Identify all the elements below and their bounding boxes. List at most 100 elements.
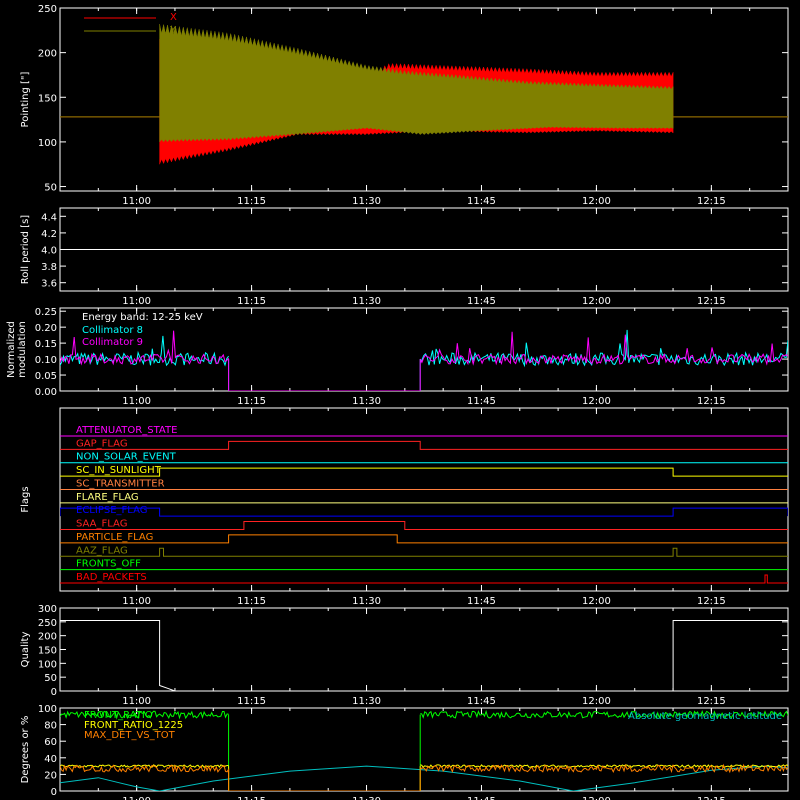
flag-label: PARTICLE_FLAG	[76, 532, 153, 543]
x-tick-label: 11:45	[467, 196, 496, 207]
x-tick-label: 12:15	[697, 796, 726, 800]
y-tick-label: 40	[44, 754, 57, 765]
legend-label: FRONT_RATIO	[84, 710, 153, 721]
y-tick-label: 4.0	[41, 246, 57, 257]
panel-4: 11:00 11:15 11:30 11:45 12:00 12:15 Flags ATTEN…	[20, 407, 789, 607]
latitude-curve	[60, 765, 788, 791]
flag-line	[60, 440, 788, 450]
y-axis-label: Normalized	[6, 321, 17, 378]
flag-line	[60, 547, 788, 557]
x-tick-label: 12:15	[697, 696, 726, 707]
x-tick-label: 11:00	[122, 596, 151, 607]
legend-label: MAX_DET_VS_TOT	[84, 730, 176, 741]
x-tick-label: 12:15	[697, 296, 726, 307]
flag-label: NON_SOLAR_EVENT	[76, 452, 177, 463]
modulation-series-8	[60, 329, 788, 391]
y-tick-label: 300	[38, 604, 57, 615]
y-tick-label: 250	[38, 618, 57, 629]
flag-label: SC_IN_SUNLIGHT	[76, 465, 162, 476]
y-tick-label: 100	[38, 659, 57, 670]
plot-area	[60, 329, 788, 391]
plot-area	[60, 709, 788, 791]
flag-line	[60, 507, 788, 517]
x-tick-label: 11:30	[352, 196, 381, 207]
x-tick-label: 11:00	[122, 396, 151, 407]
legend-label: FRONT_RATIO_1225	[84, 720, 183, 731]
flag-label: FRONTS_OFF	[76, 559, 141, 570]
y-tick-label: 0.20	[35, 323, 57, 334]
legend-label: Y	[169, 25, 177, 36]
y-tick-label: 50	[44, 183, 57, 194]
legend-label: Collimator 9	[82, 337, 143, 348]
flag-line	[60, 467, 788, 477]
x-tick-label: 11:15	[237, 396, 266, 407]
pointing-envelope-Y	[159, 24, 674, 143]
y-axis-label: Roll period [s]	[20, 215, 31, 284]
x-tick-label: 11:00	[122, 296, 151, 307]
y-tick-label: 80	[44, 721, 57, 732]
plot-area	[60, 435, 788, 584]
y-axis-label: modulation	[17, 321, 28, 378]
ratio-series	[60, 709, 788, 791]
x-tick-label: 12:15	[697, 196, 726, 207]
panel-2: 11:00 11:15 11:30 11:45 12:00 12:15 3.6 3.8 4.0 4…	[20, 207, 789, 307]
x-tick-label: 11:30	[352, 396, 381, 407]
flag-line	[60, 574, 788, 584]
flag-label: BAD_PACKETS	[76, 572, 147, 583]
legend-title: Energy band: 12-25 keV	[82, 312, 203, 323]
x-tick-label: 11:30	[352, 596, 381, 607]
y-tick-label: 0.25	[35, 307, 57, 318]
flag-line	[60, 534, 788, 544]
y-tick-label: 0.15	[35, 339, 57, 350]
plot-frame	[59, 707, 789, 792]
plot-area	[60, 620, 788, 691]
x-tick-label: 12:00	[582, 296, 611, 307]
x-tick-label: 11:45	[467, 596, 496, 607]
y-tick-label: 4.2	[41, 229, 57, 240]
x-tick-label: 11:30	[352, 696, 381, 707]
x-tick-label: 11:00	[122, 196, 151, 207]
flag-label: ATTENUATOR_STATE	[76, 425, 177, 436]
y-axis-label: Flags	[20, 486, 31, 512]
y-tick-label: 20	[44, 770, 57, 781]
y-tick-label: 0.10	[35, 355, 57, 366]
x-tick-label: 11:00	[122, 696, 151, 707]
y-tick-label: 0	[51, 687, 57, 698]
flag-label: AAZ_FLAG	[76, 545, 128, 556]
x-tick-label: 11:30	[352, 296, 381, 307]
x-tick-label: 12:15	[697, 396, 726, 407]
x-tick-label: 11:45	[467, 296, 496, 307]
plot-frame	[59, 307, 789, 392]
x-tick-label: 12:00	[582, 196, 611, 207]
y-tick-label: 100	[38, 704, 57, 715]
x-tick-label: 12:00	[582, 396, 611, 407]
ratio-series	[60, 763, 788, 791]
x-tick-label: 11:00	[122, 796, 151, 800]
latitude-annotation: Absolute geomagnetic latitude	[628, 711, 782, 722]
flag-label: SC_TRANSMITTER	[76, 478, 165, 489]
x-tick-label: 12:00	[582, 696, 611, 707]
flag-label: FLARE_FLAG	[76, 492, 139, 503]
x-tick-label: 11:30	[352, 796, 381, 800]
x-tick-label: 12:00	[582, 596, 611, 607]
y-axis-label: Pointing ["]	[20, 71, 31, 127]
y-tick-label: 50	[44, 673, 57, 684]
panel-6: 11:00 11:15 11:30 11:45 12:00 12:15 0 20 40 60 80 1…	[20, 704, 789, 800]
y-tick-label: 200	[38, 632, 57, 643]
legend-label: Collimator 8	[82, 325, 143, 336]
plot-area	[60, 24, 788, 165]
y-tick-label: 100	[38, 138, 57, 149]
y-tick-label: 3.8	[41, 262, 57, 273]
flag-label: ECLIPSE_FLAG	[76, 505, 147, 516]
x-tick-label: 12:00	[582, 796, 611, 800]
plot-frame	[59, 407, 789, 592]
y-axis-label: Degrees or %	[20, 716, 31, 784]
x-tick-label: 11:45	[467, 696, 496, 707]
y-tick-label: 250	[38, 4, 57, 15]
y-tick-label: 60	[44, 737, 57, 748]
legend-label: X	[170, 12, 177, 23]
x-tick-label: 11:15	[237, 296, 266, 307]
panel-1: 11:00 11:15 11:30 11:45 12:00 12:15 50 100 150 20…	[20, 4, 789, 207]
x-tick-label: 11:45	[467, 396, 496, 407]
